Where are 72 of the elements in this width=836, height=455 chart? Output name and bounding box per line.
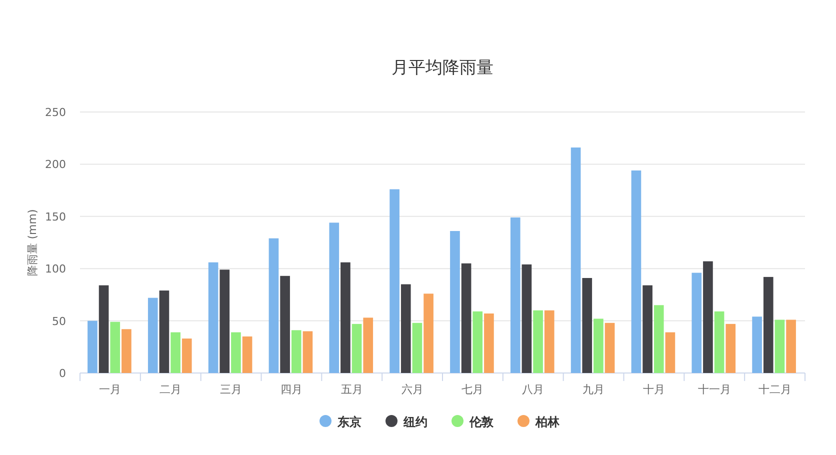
legend-label: 东京 [336,415,362,429]
bar [159,290,170,373]
bar [122,329,132,373]
x-tick-label: 二月 [160,383,182,396]
bar [786,320,796,373]
x-tick-label: 八月 [522,383,544,396]
x-tick-label: 十二月 [758,383,792,396]
x-tick-label: 十月 [642,383,665,396]
bar [340,262,350,373]
y-tick-label: 200 [45,158,66,172]
bar [208,262,218,373]
bar [522,264,532,373]
bar [604,322,615,373]
bar [220,270,230,373]
x-tick-label: 一月 [99,383,122,396]
bar [450,231,460,373]
bar [714,311,724,373]
bar [642,285,652,373]
bar [352,324,362,373]
bar [631,170,642,373]
legend-label: 伦敦 [468,415,494,429]
x-tick-label: 五月 [340,383,363,396]
bar [242,336,252,373]
bar [110,322,120,373]
legend-label: 柏林 [534,415,560,429]
bar [594,318,604,373]
x-tick-label: 三月 [220,383,242,396]
bar [182,338,192,373]
bar [461,263,472,373]
bar [703,261,713,373]
bar [763,276,774,373]
bar [654,305,664,373]
bar [510,217,520,373]
bar [302,331,313,373]
bar [98,285,109,373]
y-axis-title: 降雨量 (mm) [26,209,39,276]
x-tick-label: 七月 [462,383,484,396]
x-tick-label: 十一月 [698,383,731,396]
legend-label: 纽约 [402,415,428,429]
bar [268,238,279,373]
bar [231,332,241,373]
bar [582,278,592,373]
bar [533,310,543,373]
bar [570,147,581,373]
bar [329,222,340,373]
y-tick-label: 100 [45,262,66,276]
bar [774,320,785,373]
bar [280,276,290,373]
y-tick-label: 50 [52,314,66,328]
y-tick-label: 250 [45,106,66,119]
bar [412,322,422,373]
bar [170,332,180,373]
bar [484,313,494,373]
bar [148,298,158,373]
bar [752,316,762,373]
bar [544,310,554,373]
y-tick-label: 0 [59,367,66,380]
x-tick-label: 六月 [401,383,424,396]
x-tick-label: 九月 [582,383,605,396]
bar [400,284,411,373]
bar [692,272,702,373]
x-tick-label: 四月 [280,383,302,396]
bar [665,332,676,373]
bar [472,311,483,373]
bar [291,330,302,373]
bar [424,294,434,373]
y-tick-label: 150 [45,210,66,224]
bar [363,318,374,373]
bar [88,320,98,373]
bar [390,189,400,373]
chart-title: 月平均降雨量 [392,58,494,78]
bar [726,324,736,373]
